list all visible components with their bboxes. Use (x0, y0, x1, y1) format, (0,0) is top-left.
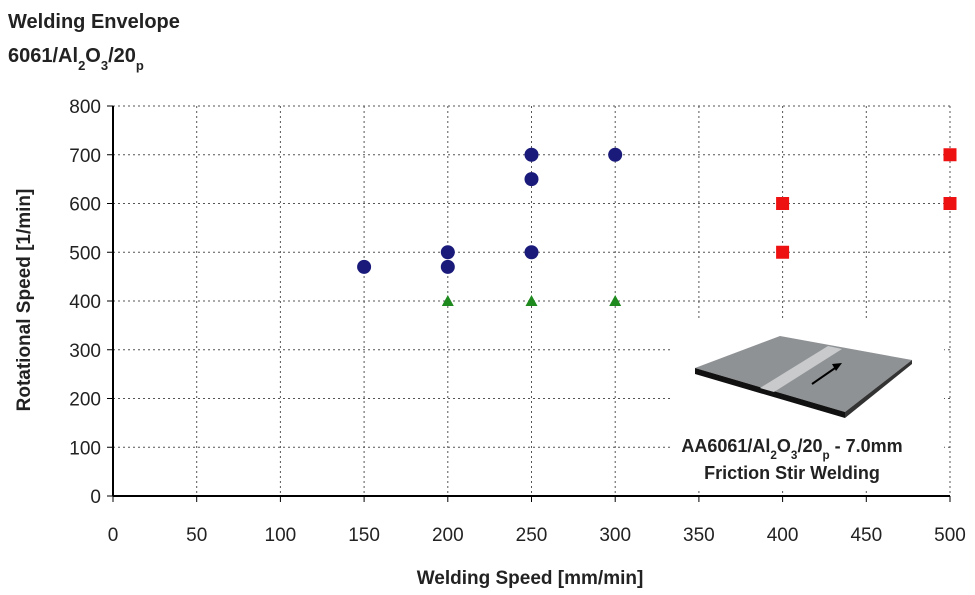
text-part: 6061/Al (8, 45, 78, 67)
point (943, 148, 957, 162)
x-tick-label: 500 (934, 525, 966, 546)
point (440, 259, 455, 274)
text-part: p (822, 449, 829, 462)
point (524, 245, 539, 260)
y-tick-label: 100 (69, 438, 101, 459)
y-tick-label: 300 (69, 341, 101, 362)
point (524, 172, 539, 187)
y-axis-label: Rotational Speed [1/min] (14, 189, 35, 412)
data-marks (357, 147, 957, 306)
x-tick-label: 400 (767, 525, 799, 546)
x-tick-label: 350 (683, 525, 715, 546)
point (776, 197, 790, 210)
text-part: 3 (791, 449, 798, 462)
x-tick-label: 150 (348, 525, 380, 546)
y-tick-label: 600 (69, 195, 101, 216)
x-axis-label: Welding Speed [mm/min] (417, 568, 644, 589)
y-tick-label: 500 (69, 243, 101, 264)
text-part: /20 (797, 436, 822, 456)
y-tick-label: 0 (90, 487, 101, 508)
weld-seam (760, 346, 842, 392)
x-tick-label: 200 (432, 525, 464, 546)
x-tick-label: 0 (108, 525, 119, 546)
text-part: 3 (101, 58, 108, 73)
y-tick-label: 200 (69, 390, 101, 411)
text-part: /20 (108, 45, 136, 67)
plate-edge (695, 368, 845, 418)
arrow-head (832, 363, 842, 371)
point (608, 147, 623, 162)
y-tick-label: 400 (69, 292, 101, 313)
x-tick-label: 300 (599, 525, 631, 546)
text-part: p (136, 58, 144, 73)
x-tick-label: 450 (850, 525, 882, 546)
plate (695, 336, 912, 412)
inset: AA6061/Al2O3/20p - 7.0mm Friction Stir W… (672, 318, 944, 490)
chart-subtitle: 6061/Al2O3/20p (8, 45, 144, 73)
text-part: 2 (770, 449, 777, 462)
point (441, 295, 454, 306)
x-tick-label: 250 (516, 525, 548, 546)
arrow (811, 365, 839, 385)
x-tick-label: 50 (186, 525, 207, 546)
point (440, 245, 455, 260)
plate-side (845, 360, 912, 418)
text-part: O (777, 436, 791, 456)
point (357, 259, 372, 274)
annotation: Friction Stir Welding (704, 463, 880, 483)
y-tick-label: 700 (69, 146, 101, 167)
point (525, 295, 538, 306)
point (524, 147, 539, 162)
text-part: - 7.0mm (830, 436, 903, 456)
text-part: 2 (78, 58, 85, 73)
chart-title: Welding Envelope (8, 11, 180, 33)
text-part: O (85, 45, 101, 67)
x-tick-label: 100 (265, 525, 297, 546)
y-tick-label: 800 (69, 97, 101, 118)
annotation: AA6061/Al2O3/20p - 7.0mm (681, 436, 902, 462)
point (776, 245, 790, 259)
point (609, 295, 622, 306)
point (943, 197, 957, 210)
text-part: AA6061/Al (681, 436, 770, 456)
